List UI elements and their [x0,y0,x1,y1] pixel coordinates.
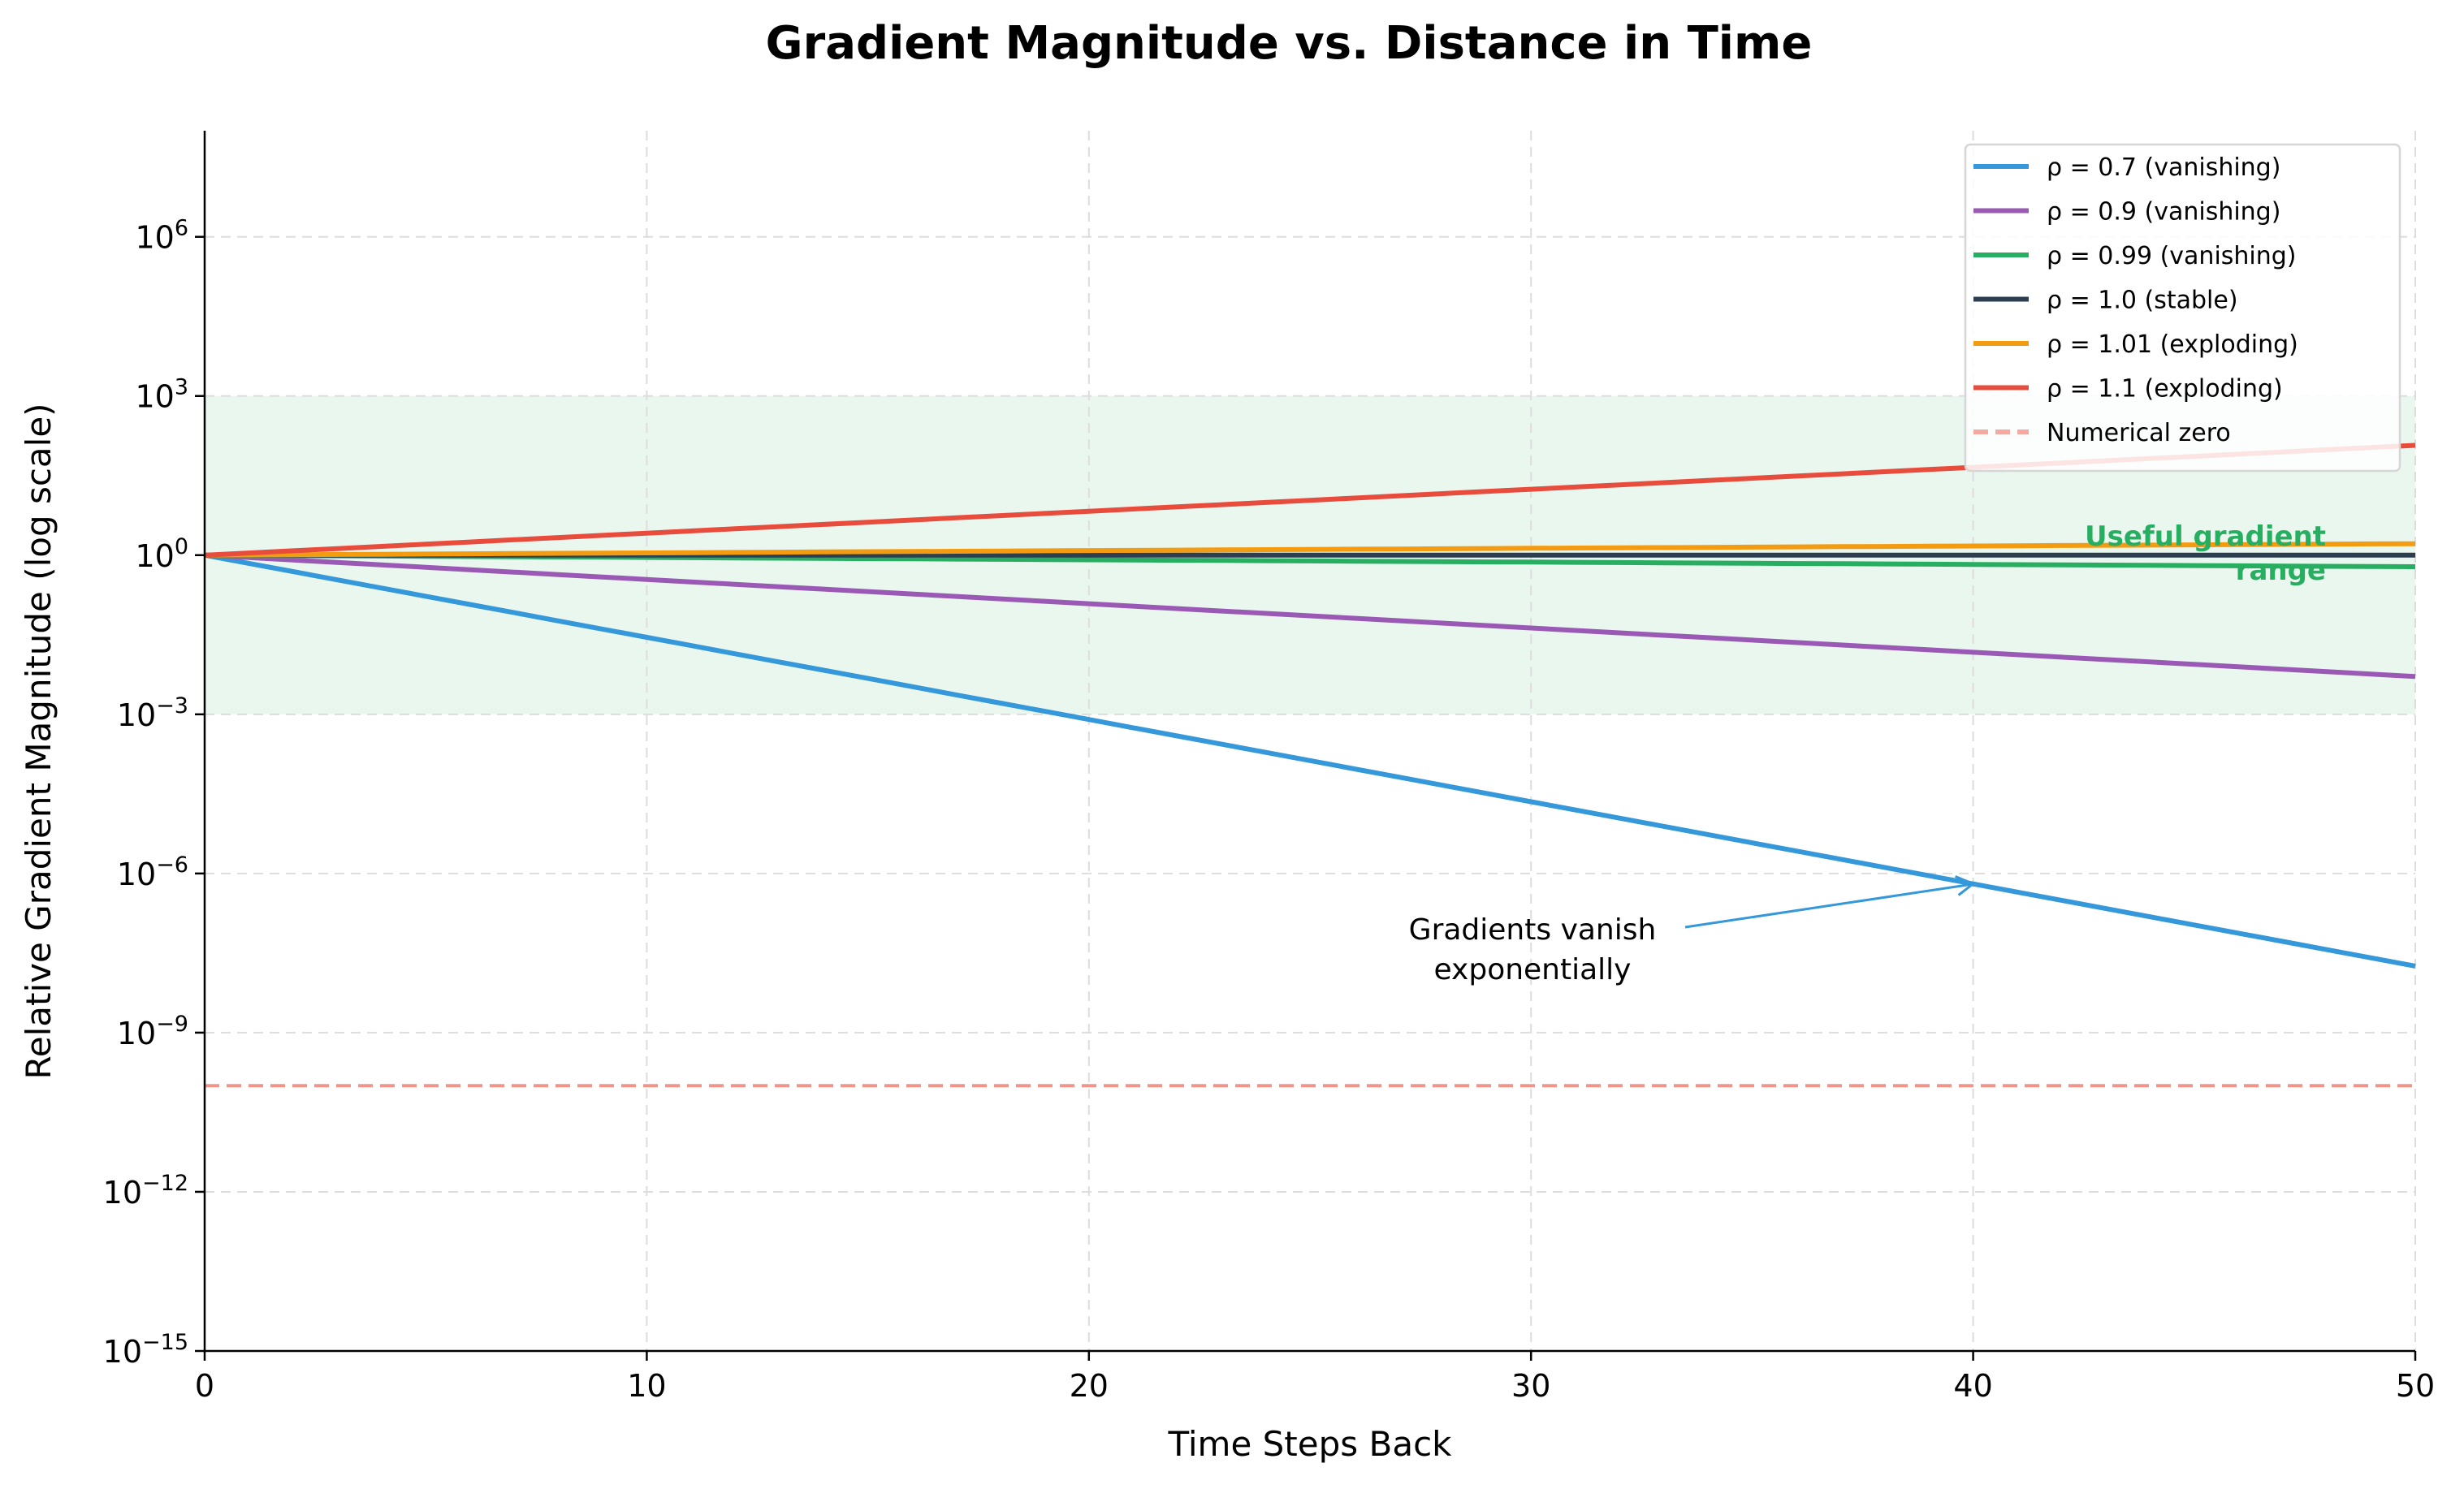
x-tick-label: 40 [1953,1368,1992,1404]
y-tick-label: 10−6 [117,852,188,892]
x-axis-label: Time Steps Back [1168,1424,1453,1464]
annotation-arrow [1684,883,1970,929]
annotation-text-line1: Gradients vanish [1409,913,1657,947]
legend-label-6: Numerical zero [2047,419,2231,447]
legend-label-5: ρ = 1.1 (exploding) [2047,375,2283,404]
y-tick-label: 106 [135,216,188,256]
legend-label-0: ρ = 0.7 (vanishing) [2047,153,2280,182]
y-tick-label: 10−3 [117,693,188,733]
y-tick-label: 103 [135,375,188,415]
series-line-4 [204,541,2416,558]
series-line-0 [204,552,2416,969]
x-tick-label: 30 [1511,1368,1550,1404]
chart-title: Gradient Magnitude vs. Distance in Time [766,17,1813,70]
y-tick-label: 10−15 [103,1330,188,1370]
useful-range-label-line2: range [2236,555,2326,587]
x-tick-label: 20 [1070,1368,1109,1404]
annotation-arrowhead [1955,875,1976,896]
y-tick-label: 100 [135,534,188,574]
x-tick-label: 10 [627,1368,666,1404]
useful-range-label-line1: Useful gradient [2085,520,2326,553]
legend: ρ = 0.7 (vanishing) ρ = 0.9 (vanishing) ρ … [1964,143,2401,473]
legend-label-2: ρ = 0.99 (vanishing) [2047,242,2297,270]
x-tick-label: 0 [195,1368,214,1404]
y-axis-label: Relative Gradient Magnitude (log scale) [19,403,58,1079]
y-tick-label: 10−9 [117,1012,188,1051]
annotation-text-line2: exponentially [1434,953,1632,986]
y-tick-label: 10−12 [103,1171,188,1211]
legend-label-4: ρ = 1.01 (exploding) [2047,330,2298,359]
legend-box [1964,143,2401,473]
legend-label-3: ρ = 1.0 (stable) [2047,287,2238,315]
series-line-1 [204,552,2416,680]
legend-label-1: ρ = 0.9 (vanishing) [2047,198,2280,227]
x-tick-label: 50 [2396,1368,2435,1404]
